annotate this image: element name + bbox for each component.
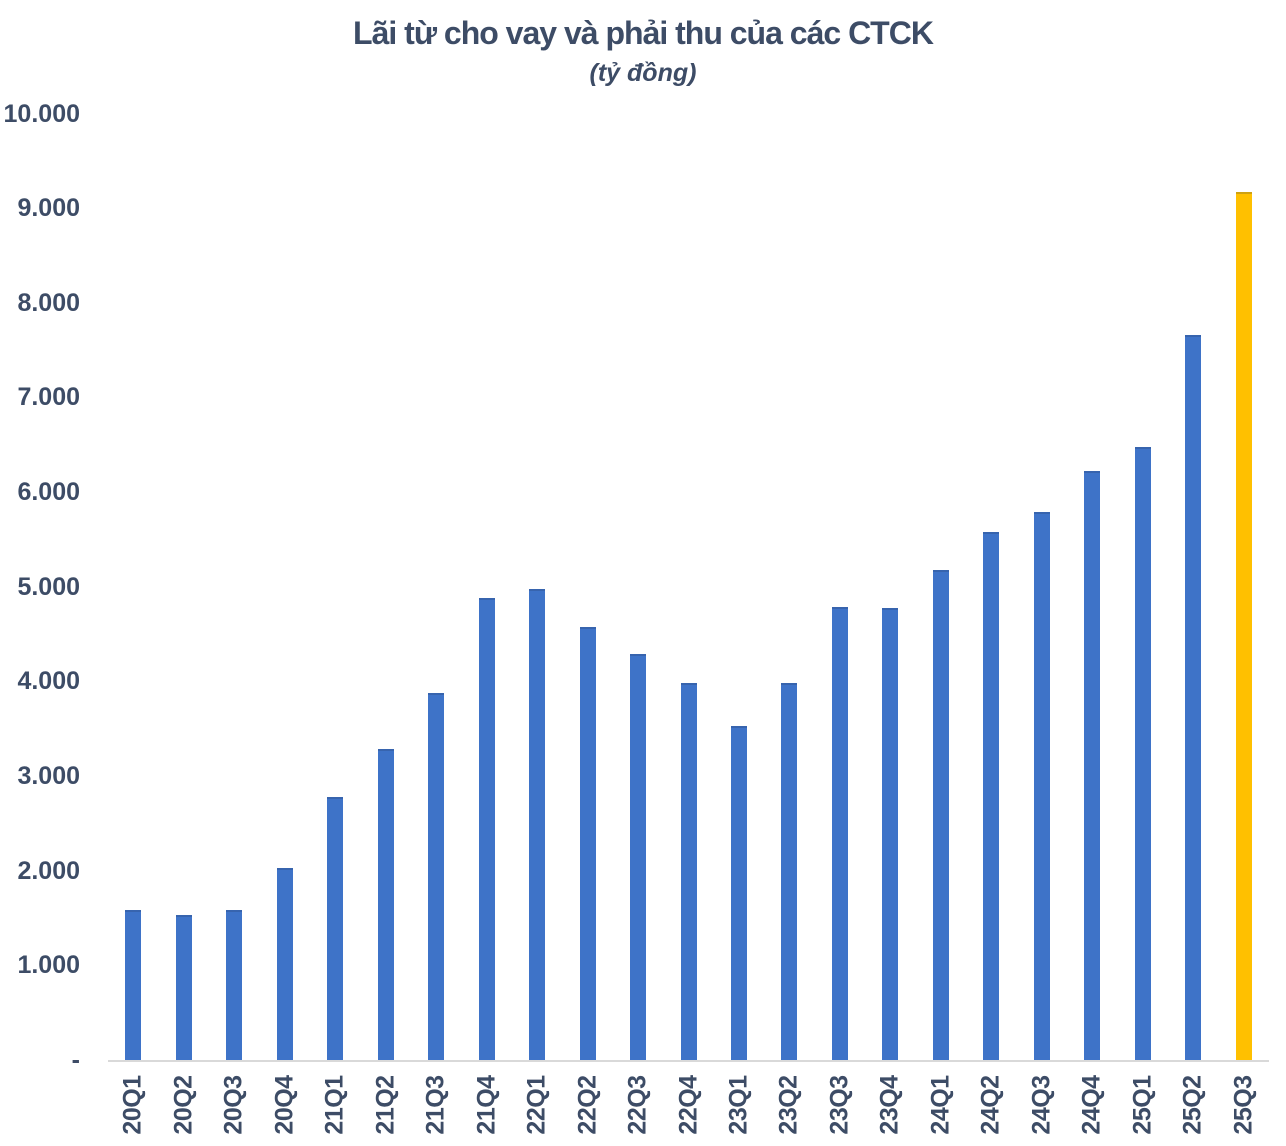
y-tick-label: 1.000 <box>17 951 80 980</box>
bar-24Q4 <box>1084 470 1101 1061</box>
x-tick-label: 23Q4 <box>875 1075 904 1135</box>
x-tick-label: 24Q4 <box>1077 1075 1106 1135</box>
x-tick-label: 20Q4 <box>270 1075 299 1135</box>
x-tick-label: 24Q1 <box>926 1075 955 1135</box>
chart-subtitle: (tỷ đồng) <box>589 59 697 87</box>
x-tick-label: 21Q1 <box>320 1075 349 1135</box>
x-tick-label: 20Q2 <box>169 1075 198 1135</box>
y-tick-label: 2.000 <box>17 856 80 885</box>
bar-21Q1 <box>327 797 344 1061</box>
x-tick-label: 23Q3 <box>825 1075 854 1135</box>
x-tick-label: 21Q3 <box>421 1075 450 1135</box>
bar-25Q1 <box>1134 447 1151 1061</box>
bar-21Q4 <box>478 597 495 1061</box>
x-tick-label: 21Q2 <box>371 1075 400 1135</box>
x-tick-label: 24Q3 <box>1027 1075 1056 1135</box>
x-tick-label: 21Q4 <box>472 1075 501 1135</box>
bar-22Q3 <box>630 654 647 1061</box>
y-tick-label: 4.000 <box>17 667 80 696</box>
bar-23Q3 <box>831 607 848 1061</box>
bar-23Q1 <box>730 726 747 1061</box>
y-tick-label: 10.000 <box>3 99 80 128</box>
x-axis-line <box>108 1059 1269 1062</box>
x-tick-label: 20Q1 <box>118 1075 147 1135</box>
chart-title: Lãi từ cho vay và phải thu của các CTCK <box>353 15 934 51</box>
x-tick-label: 23Q2 <box>774 1075 803 1135</box>
x-tick-label: 25Q1 <box>1128 1075 1157 1135</box>
bar-20Q4 <box>276 868 293 1061</box>
y-tick-label: 3.000 <box>17 762 80 791</box>
x-tick-label: 25Q3 <box>1229 1075 1258 1135</box>
x-tick-label: 22Q2 <box>573 1075 602 1135</box>
x-tick-label: 22Q3 <box>623 1075 652 1135</box>
y-tick-label: 5.000 <box>17 572 80 601</box>
bar-23Q4 <box>882 608 899 1061</box>
bar-25Q3 <box>1235 191 1252 1061</box>
bar-25Q2 <box>1185 334 1202 1061</box>
y-tick-label: - <box>71 1046 80 1074</box>
x-tick-label: 25Q2 <box>1178 1075 1207 1135</box>
x-tick-label: 22Q1 <box>522 1075 551 1135</box>
bar-22Q2 <box>579 627 596 1061</box>
bar-22Q1 <box>529 589 546 1061</box>
y-tick-label: 7.000 <box>17 383 80 412</box>
y-tick-label: 6.000 <box>17 478 80 507</box>
bar-23Q2 <box>781 682 798 1061</box>
bar-24Q2 <box>983 532 1000 1061</box>
bar-20Q1 <box>125 910 142 1061</box>
y-tick-label: 8.000 <box>17 288 80 317</box>
bar-20Q3 <box>226 910 243 1061</box>
bar-21Q2 <box>377 749 394 1061</box>
x-tick-label: 22Q4 <box>674 1075 702 1135</box>
bar-22Q4 <box>680 682 697 1061</box>
x-tick-label: 20Q3 <box>219 1075 248 1135</box>
bar-21Q3 <box>428 693 445 1061</box>
bar-20Q2 <box>175 914 192 1061</box>
x-tick-label: 24Q2 <box>976 1075 1005 1135</box>
bar-24Q1 <box>932 570 949 1061</box>
bar-24Q3 <box>1033 512 1050 1061</box>
x-tick-label: 23Q1 <box>724 1075 753 1135</box>
y-tick-label: 9.000 <box>17 194 80 223</box>
